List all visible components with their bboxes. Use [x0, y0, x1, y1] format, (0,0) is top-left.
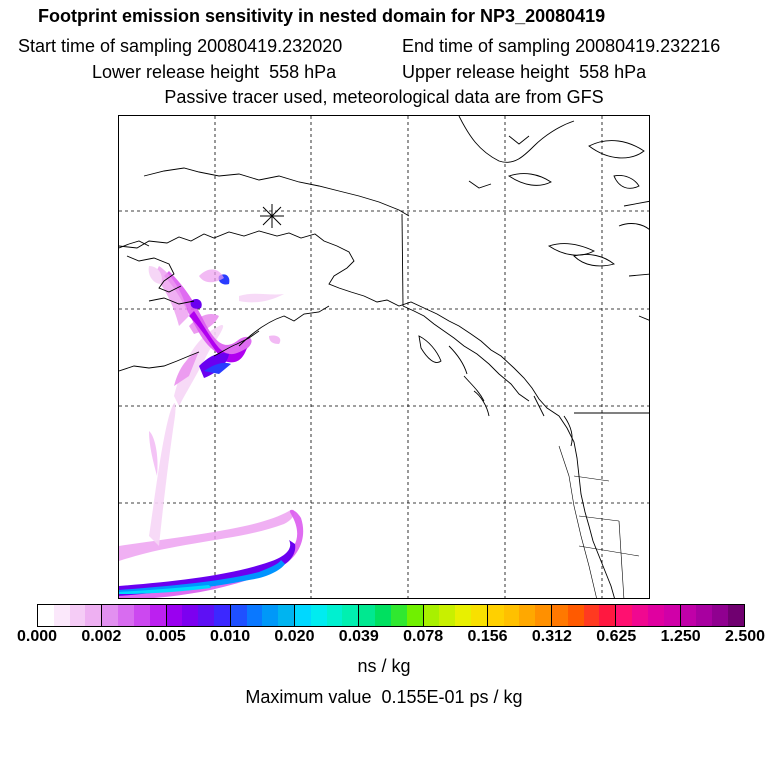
color-swatch [246, 605, 263, 626]
color-swatch [663, 605, 681, 626]
color-swatch [278, 605, 295, 626]
color-scale-tick-label: 0.010 [210, 628, 251, 645]
color-swatch [230, 605, 247, 626]
color-swatch [38, 605, 54, 626]
color-swatch [696, 605, 713, 626]
color-swatch [118, 605, 134, 626]
color-scale-bar [37, 604, 745, 627]
color-swatch [470, 605, 488, 626]
color-swatch [567, 605, 584, 626]
color-swatch [727, 605, 744, 626]
color-swatch [552, 605, 568, 626]
color-swatch [519, 605, 536, 626]
color-scale-tick-label: 0.625 [596, 628, 637, 645]
tracer-note: Passive tracer used, meteorological data… [164, 87, 604, 107]
color-swatch [439, 605, 456, 626]
color-scale-tick-label: 0.156 [467, 628, 508, 645]
color-swatch [616, 605, 633, 626]
color-swatch [310, 605, 327, 626]
color-swatch [53, 605, 70, 626]
color-scale-tick-label: 0.002 [81, 628, 122, 645]
color-swatch [262, 605, 279, 626]
color-swatch [487, 605, 504, 626]
color-swatch [632, 605, 648, 626]
color-scale-tick-label: 0.078 [403, 628, 444, 645]
color-swatch [423, 605, 440, 626]
color-swatch [712, 605, 728, 626]
asterisk-icon [260, 204, 284, 228]
map-panel [118, 115, 650, 599]
graticule [119, 116, 649, 598]
lower-height-label: Lower release height 558 hPa [92, 62, 337, 82]
color-scale-tick-label: 0.039 [338, 628, 379, 645]
color-scale-tick-label: 0.000 [16, 628, 58, 645]
color-swatch [535, 605, 552, 626]
color-swatch [133, 605, 150, 626]
color-swatch [680, 605, 697, 626]
color-swatch [647, 605, 664, 626]
color-swatch [359, 605, 376, 626]
color-swatch [390, 605, 407, 626]
color-scale-tick-label: 0.020 [274, 628, 315, 645]
color-swatch [102, 605, 119, 626]
color-scale-tick-label: 2.500 [724, 628, 766, 645]
color-swatch [406, 605, 424, 626]
color-swatch [375, 605, 391, 626]
color-swatch [342, 605, 360, 626]
color-swatch [583, 605, 600, 626]
footprint-plume [119, 266, 304, 598]
upper-height-label: Upper release height 558 hPa [402, 62, 647, 82]
color-swatch [599, 605, 617, 626]
state-borders [558, 445, 640, 598]
color-scale-tick-label: 1.250 [660, 628, 701, 645]
coastlines [119, 116, 649, 598]
color-swatch [295, 605, 311, 626]
color-swatch [198, 605, 214, 626]
color-scale-tick-label: 0.312 [531, 628, 572, 645]
color-swatch [166, 605, 183, 626]
max-value-label: Maximum value 0.155E-01 ps / kg [245, 687, 523, 707]
color-swatch [213, 605, 231, 626]
color-swatch [182, 605, 199, 626]
color-swatch [326, 605, 343, 626]
color-swatch [455, 605, 471, 626]
start-time-label: Start time of sampling 20080419.232020 [18, 36, 343, 56]
color-swatch [503, 605, 520, 626]
color-scale-tick-label: 0.005 [145, 628, 186, 645]
color-swatch [149, 605, 167, 626]
end-time-label: End time of sampling 20080419.232216 [402, 36, 721, 56]
color-swatch [85, 605, 103, 626]
map-canvas [119, 116, 649, 598]
unit-label: ns / kg [357, 656, 411, 676]
color-swatch [69, 605, 86, 626]
map-title: Footprint emission sensitivity in nested… [38, 6, 606, 26]
